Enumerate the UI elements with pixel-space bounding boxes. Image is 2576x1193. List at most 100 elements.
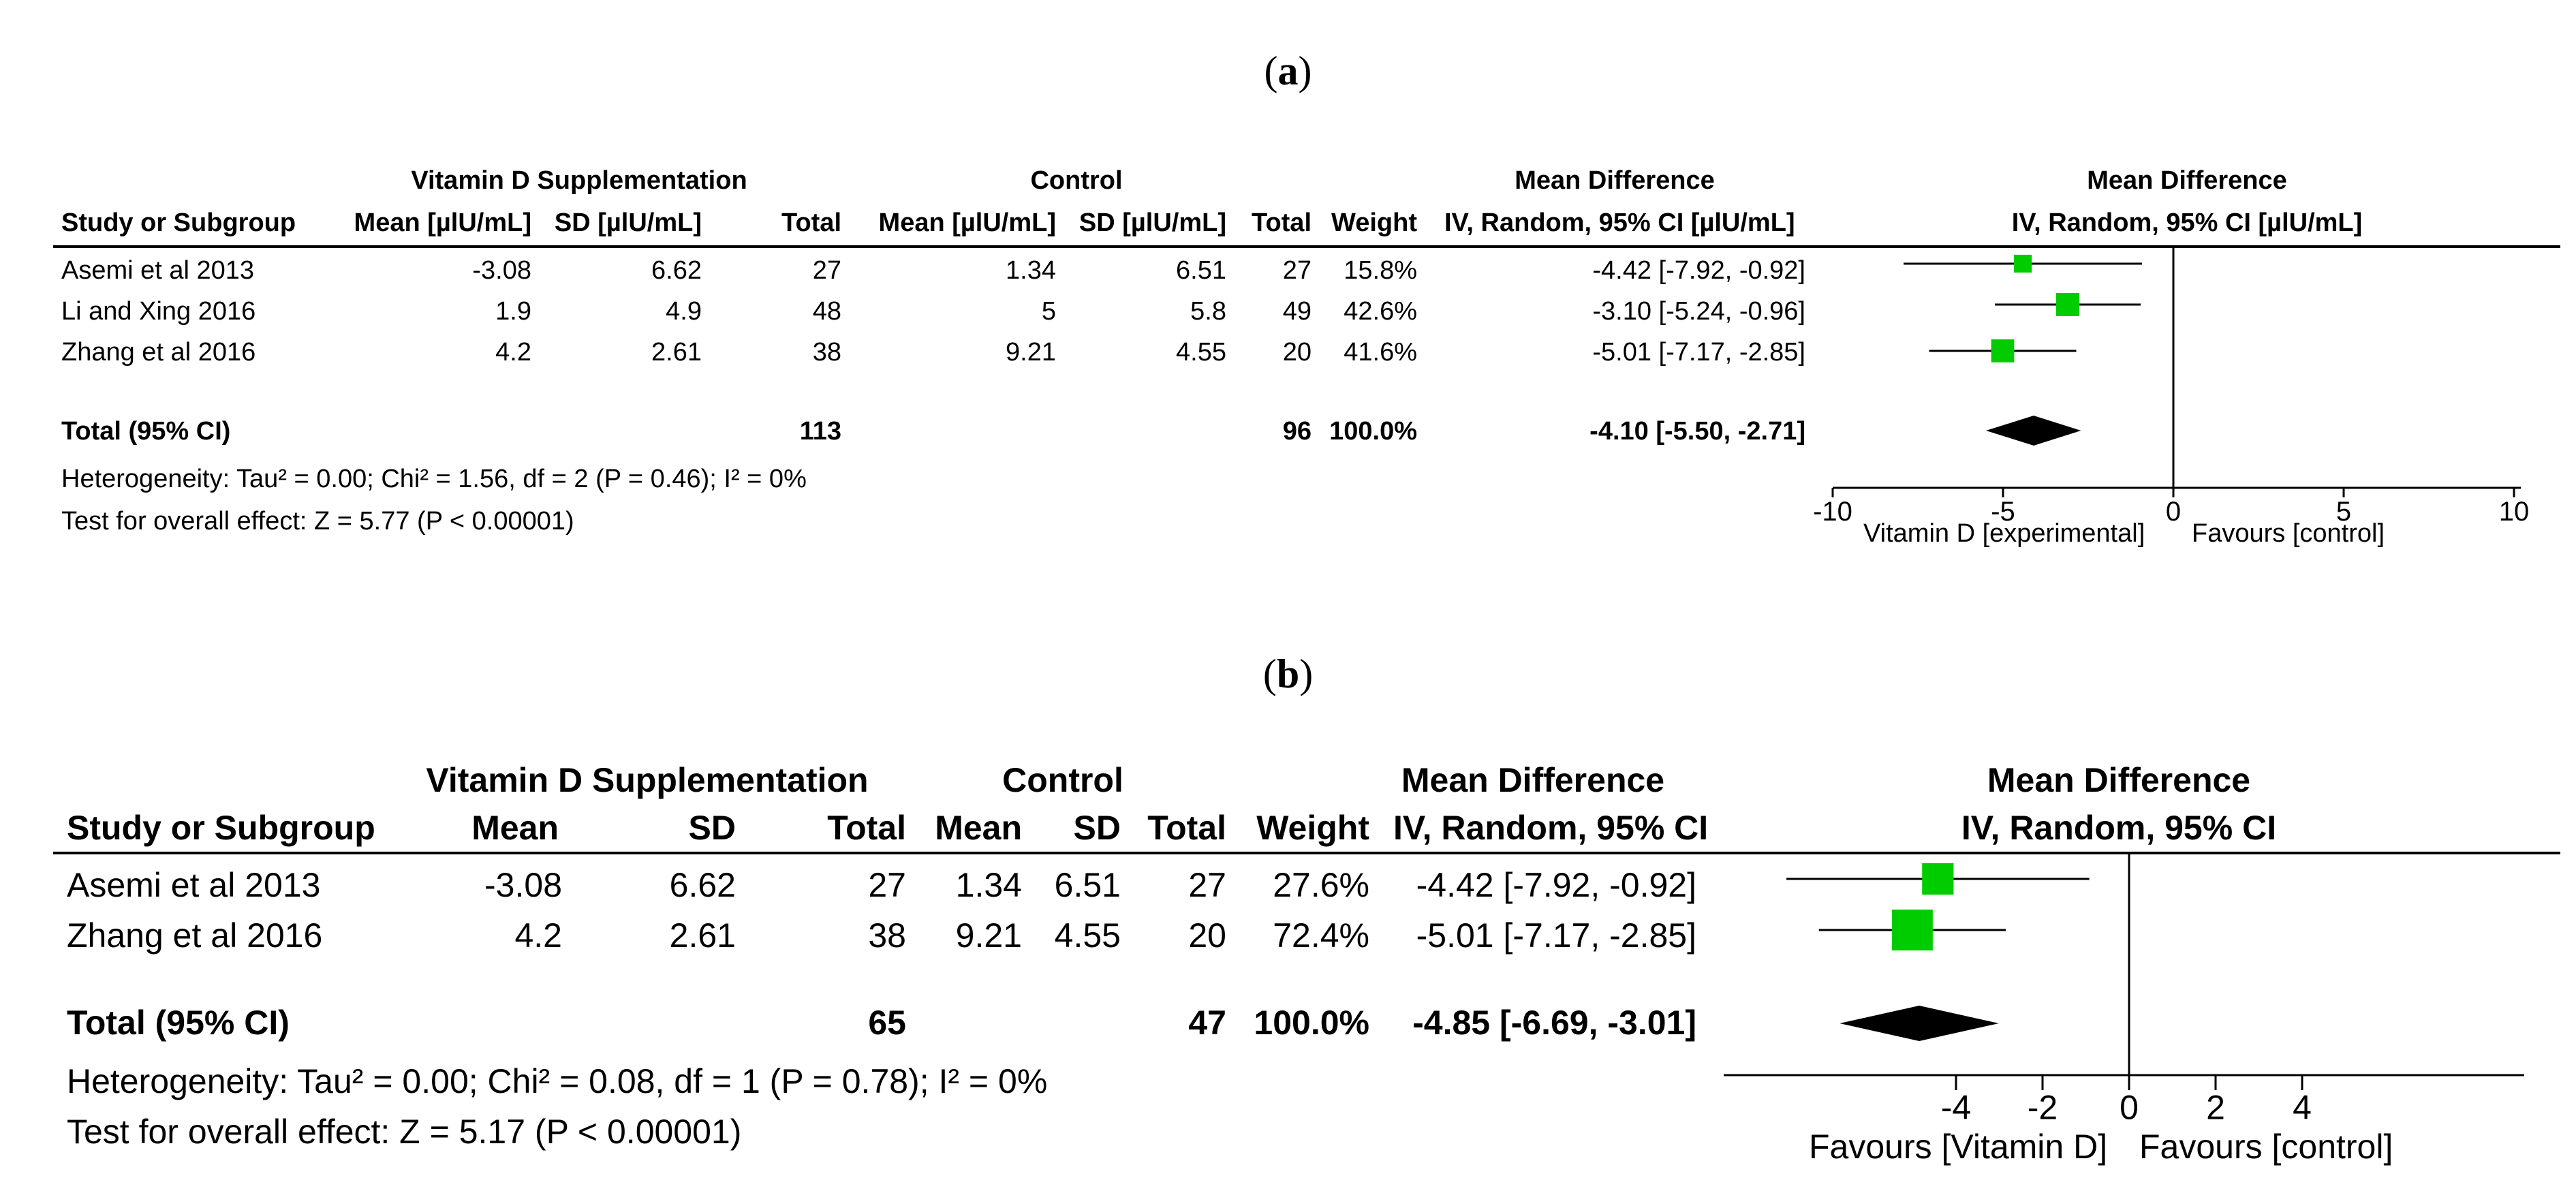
favours-left-label: Favours [Vitamin D] — [1809, 1128, 2108, 1166]
favours-left-label: Vitamin D [experimental] — [1863, 519, 2145, 548]
ctrl-total: 27 — [1282, 256, 1312, 285]
study-name: Zhang et al 2016 — [61, 338, 256, 367]
x-tick-label: 10 — [2499, 497, 2530, 527]
x-tick-label: 0 — [2166, 497, 2181, 527]
exp-total: 27 — [868, 866, 906, 904]
exp-mean: -3.08 — [472, 256, 531, 285]
ctrl-mean: 1.34 — [1006, 256, 1056, 285]
col-ctrl-mean: Mean [µlU/mL] — [878, 208, 1056, 237]
weight: 42.6% — [1344, 297, 1417, 326]
exp-total: 38 — [868, 916, 906, 955]
md-group-header: Mean Difference — [1515, 166, 1715, 195]
total-weight: 100.0% — [1329, 417, 1417, 446]
col-ctrl-total: Total — [1252, 208, 1312, 237]
x-tick-label: -4 — [1941, 1089, 1971, 1127]
col-exp-mean: Mean — [471, 809, 559, 847]
total-exp: 65 — [868, 1004, 906, 1042]
exp-group-header: Vitamin D Supplementation — [426, 761, 869, 799]
exp-mean: 1.9 — [495, 297, 531, 326]
exp-mean: -3.08 — [484, 866, 562, 904]
ctrl-mean: 9.21 — [955, 916, 1022, 955]
header-rule — [53, 245, 2560, 248]
ctrl-sd: 5.8 — [1190, 297, 1226, 326]
exp-sd: 2.61 — [669, 916, 736, 955]
favours-right-label: Favours [control] — [2192, 519, 2385, 548]
total-label: Total (95% CI) — [61, 417, 231, 446]
plot-group-header: Mean Difference — [1987, 761, 2251, 799]
pooled-diamond — [1986, 416, 2081, 446]
effect-square — [2013, 254, 2032, 273]
md-ci: -5.01 [-7.17, -2.85] — [1592, 338, 1805, 367]
ctrl-mean: 1.34 — [955, 866, 1022, 904]
x-tick-label: -2 — [2028, 1089, 2058, 1127]
md-ci: -5.01 [-7.17, -2.85] — [1416, 916, 1696, 955]
effect-square — [1922, 863, 1954, 895]
weight: 27.6% — [1273, 866, 1369, 904]
ctrl-sd: 4.55 — [1176, 338, 1226, 367]
ctrl-total: 27 — [1188, 866, 1226, 904]
heterogeneity-text: Heterogeneity: Tau² = 0.00; Chi² = 1.56,… — [61, 465, 807, 493]
pooled-diamond — [1840, 1006, 1999, 1041]
col-exp-mean: Mean [µlU/mL] — [354, 208, 531, 237]
exp-total: 27 — [812, 256, 841, 285]
caption-letter: b — [1276, 651, 1300, 696]
x-tick-label: 4 — [2293, 1089, 2312, 1127]
ctrl-group-header: Control — [1002, 761, 1123, 799]
col-exp-sd: SD [µlU/mL] — [554, 208, 702, 237]
ctrl-total: 20 — [1282, 338, 1312, 367]
col-plot-method: IV, Random, 95% CI [µlU/mL] — [2011, 208, 2363, 237]
header-rule — [53, 852, 2560, 854]
exp-total: 48 — [812, 297, 841, 326]
overall-effect-text: Test for overall effect: Z = 5.17 (P < 0… — [67, 1113, 742, 1151]
md-ci: -3.10 [-5.24, -0.96] — [1592, 297, 1805, 326]
col-study: Study or Subgroup — [67, 809, 375, 847]
col-weight: Weight — [1331, 208, 1417, 237]
col-ctrl-sd: SD — [1073, 809, 1121, 847]
panel-b-caption: (b) — [0, 651, 2576, 698]
total-ci: -4.10 [-5.50, -2.71] — [1589, 417, 1805, 446]
col-plot-method: IV, Random, 95% CI — [1961, 809, 2277, 847]
total-ctrl: 96 — [1282, 417, 1312, 446]
exp-group-header: Vitamin D Supplementation — [411, 166, 747, 195]
col-exp-sd: SD — [688, 809, 736, 847]
col-study: Study or Subgroup — [61, 208, 296, 237]
panel-a-caption: (a) — [0, 48, 2576, 95]
weight: 15.8% — [1344, 256, 1417, 285]
weight: 72.4% — [1273, 916, 1369, 955]
col-ctrl-total: Total — [1147, 809, 1226, 847]
effect-square — [1991, 339, 2015, 362]
col-ctrl-mean: Mean — [935, 809, 1022, 847]
md-ci: -4.42 [-7.92, -0.92] — [1416, 866, 1696, 904]
study-name: Asemi et al 2013 — [61, 256, 255, 285]
ctrl-total: 49 — [1282, 297, 1312, 326]
weight: 41.6% — [1344, 338, 1417, 367]
total-ctrl: 47 — [1188, 1004, 1226, 1042]
ctrl-sd: 4.55 — [1054, 916, 1121, 955]
md-ci: -4.42 [-7.92, -0.92] — [1592, 256, 1805, 285]
exp-sd: 6.62 — [669, 866, 736, 904]
ctrl-sd: 6.51 — [1176, 256, 1226, 285]
ctrl-mean: 9.21 — [1006, 338, 1056, 367]
col-exp-total: Total — [827, 809, 906, 847]
x-tick-label: 5 — [2336, 497, 2351, 527]
exp-sd: 6.62 — [651, 256, 702, 285]
caption-close: ) — [1299, 651, 1314, 696]
col-md-method: IV, Random, 95% CI — [1393, 809, 1709, 847]
x-tick-label: 2 — [2206, 1089, 2225, 1127]
exp-mean: 4.2 — [495, 338, 531, 367]
x-tick-label: 0 — [2120, 1089, 2139, 1127]
study-name: Zhang et al 2016 — [67, 916, 323, 955]
total-weight: 100.0% — [1254, 1004, 1369, 1042]
heterogeneity-text: Heterogeneity: Tau² = 0.00; Chi² = 0.08,… — [67, 1062, 1048, 1100]
study-name: Asemi et al 2013 — [67, 866, 321, 904]
col-ctrl-sd: SD [µlU/mL] — [1078, 208, 1226, 237]
effect-square — [2056, 293, 2079, 316]
caption-close: ) — [1298, 48, 1312, 93]
favours-right-label: Favours [control] — [2139, 1128, 2393, 1166]
total-ci: -4.85 [-6.69, -3.01] — [1412, 1004, 1696, 1042]
caption-open: ( — [1264, 48, 1278, 93]
col-exp-total: Total — [781, 208, 841, 237]
x-tick-label: -10 — [1813, 497, 1852, 527]
